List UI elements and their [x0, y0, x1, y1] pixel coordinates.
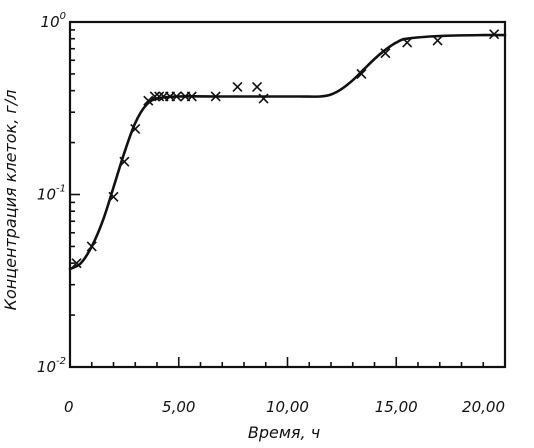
x-ticks [69, 357, 506, 367]
data-point [380, 48, 391, 59]
x-tick-label: 10,00 [266, 398, 309, 416]
x-axis-label: Время, ч [248, 423, 320, 442]
y-tick-exponent: 0 [60, 11, 66, 22]
data-point [86, 241, 97, 252]
x-tick-label: 15,00 [375, 398, 418, 416]
y-tick-label: 100 [41, 11, 66, 31]
data-point [130, 123, 141, 134]
data-point [251, 81, 263, 93]
y-tick-exponent: -2 [56, 356, 66, 367]
data-point [186, 91, 197, 102]
y-tick-mantissa: 10 [41, 13, 60, 31]
x-tick-label: 0 [64, 398, 74, 416]
data-point [149, 91, 160, 102]
y-major-ticks [70, 21, 80, 368]
data-point [108, 191, 119, 202]
data-point [489, 29, 500, 40]
data-points [71, 29, 500, 269]
y-minor-ticks [70, 29, 75, 316]
data-point [258, 93, 269, 104]
data-point [154, 91, 165, 102]
data-point [402, 37, 413, 48]
data-point [143, 95, 154, 106]
y-tick-mantissa: 10 [37, 186, 56, 204]
data-point [432, 35, 443, 46]
y-tick-exponent: -1 [56, 184, 66, 195]
y-tick-label: 10-2 [37, 356, 66, 376]
data-point [210, 91, 221, 102]
data-point [119, 156, 130, 167]
data-point [356, 68, 367, 79]
x-tick-labels: 0 5,00 10,00 15,00 20,00 [64, 398, 505, 416]
data-point [232, 81, 243, 93]
y-axis-label: Концентрация клеток, г/л [1, 90, 20, 311]
plot-border [68, 20, 507, 369]
plot-frame [68, 20, 507, 369]
x-tick-label: 20,00 [462, 398, 505, 416]
y-tick-label: 10-1 [37, 184, 66, 204]
x-tick-label: 5,00 [162, 398, 195, 416]
data-point [171, 91, 182, 102]
fit-curve [68, 33, 507, 271]
y-tick-mantissa: 10 [37, 358, 56, 376]
data-point [71, 258, 82, 269]
